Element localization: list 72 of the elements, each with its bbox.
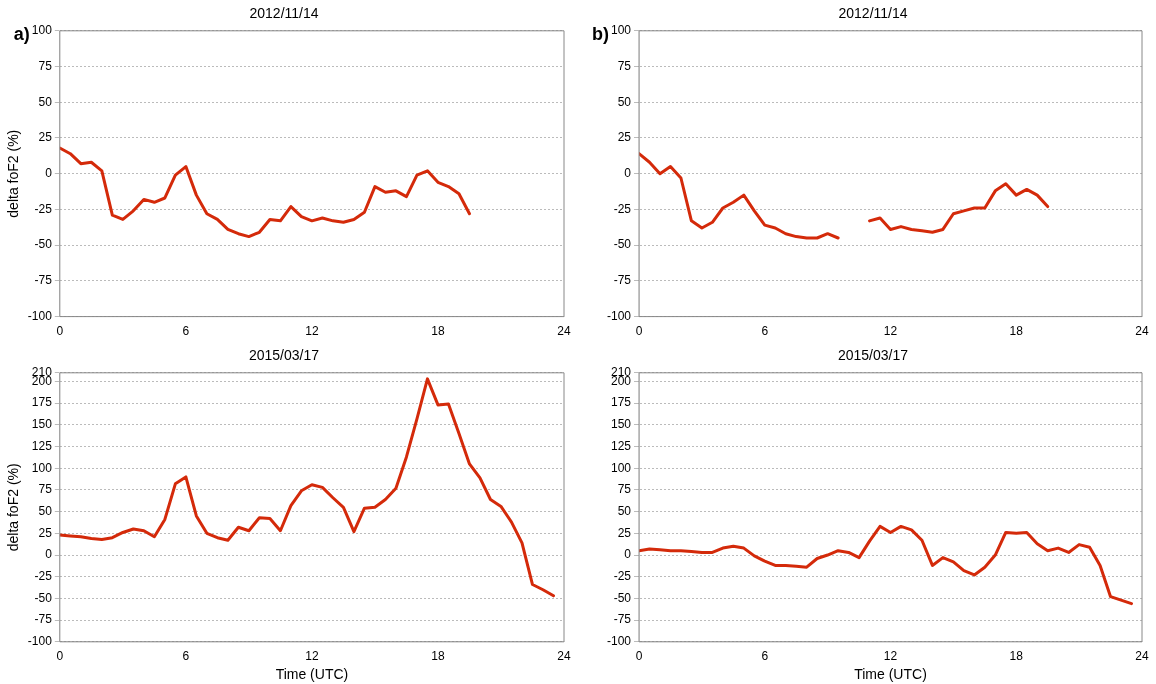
y-tick-label: 25: [38, 130, 53, 145]
y-tick-label: -25: [613, 201, 632, 216]
y-tick-label: -75: [613, 273, 632, 288]
y-tick-label: -25: [613, 569, 632, 584]
x-tick-label: 12: [883, 324, 898, 339]
x-tick-label: 12: [305, 649, 319, 664]
x-tick-label: 6: [761, 324, 769, 339]
x-axis-title: Time (UTC): [854, 666, 927, 683]
x-tick-label: 18: [431, 649, 445, 664]
y-tick-label: 25: [617, 130, 632, 145]
y-tick-label: -25: [34, 569, 53, 584]
y-tick-label: 175: [610, 395, 632, 410]
y-tick-label: 150: [31, 417, 53, 432]
y-tick-label: 125: [31, 438, 53, 453]
y-tick-label: 50: [617, 503, 632, 518]
x-tick-label: 24: [557, 324, 571, 339]
y-tick-label: -50: [613, 590, 632, 605]
x-tick-label: 18: [1009, 324, 1024, 339]
x-tick-label: 24: [1135, 649, 1149, 664]
x-tick-label: 6: [182, 324, 190, 339]
y-axis-title: delta foF2 (%): [5, 129, 22, 218]
x-tick-label: 12: [883, 649, 898, 664]
y-tick-label: 0: [45, 547, 53, 562]
chart-title: 2015/03/17: [837, 347, 909, 364]
y-tick-label: 75: [617, 58, 632, 73]
y-tick-label: 0: [624, 166, 632, 181]
y-tick-label: 25: [617, 525, 632, 540]
y-tick-label: -50: [34, 590, 53, 605]
y-tick-label: 50: [617, 94, 632, 109]
x-tick-label: 18: [1009, 649, 1024, 664]
y-tick-label: 0: [624, 547, 632, 562]
x-tick-label: 24: [557, 649, 571, 664]
y-tick-label: 100: [31, 460, 53, 475]
y-tick-label: 75: [617, 482, 632, 497]
y-tick-label: -50: [613, 237, 632, 252]
y-tick-label: 25: [38, 525, 53, 540]
y-tick-label: -75: [613, 612, 632, 627]
y-tick-label: 175: [31, 395, 53, 410]
text: b): [592, 23, 610, 44]
y-tick-label: 50: [38, 94, 53, 109]
x-tick-label: 0: [56, 649, 64, 664]
y-tick-label: -100: [27, 634, 53, 649]
y-tick-label: 75: [38, 58, 53, 73]
x-tick-label: 18: [431, 324, 445, 339]
y-tick-label: -100: [606, 634, 632, 649]
text: a): [13, 23, 30, 44]
y-tick-label: -100: [606, 308, 632, 323]
y-tick-label: 0: [45, 166, 53, 181]
y-tick-label: 100: [31, 23, 53, 38]
x-tick-label: 0: [56, 324, 64, 339]
x-tick-label: 12: [305, 324, 319, 339]
x-tick-label: 0: [635, 324, 643, 339]
chart-title: 2015/03/17: [248, 347, 320, 364]
y-tick-label: 100: [610, 460, 632, 475]
y-tick-label: -50: [34, 237, 53, 252]
x-tick-label: 6: [761, 649, 769, 664]
y-tick-label: 75: [38, 482, 53, 497]
y-tick-label: -75: [34, 273, 53, 288]
y-tick-label: 150: [610, 417, 632, 432]
y-tick-label: 125: [610, 438, 632, 453]
x-tick-label: 24: [1135, 324, 1149, 339]
y-tick-label: -100: [27, 308, 53, 323]
y-tick-label: -25: [34, 201, 53, 216]
chart-title: 2012/11/14: [838, 5, 908, 22]
y-tick-label: 100: [610, 23, 632, 38]
chart-title: 2012/11/14: [249, 5, 319, 22]
y-axis-title: delta foF2 (%): [5, 463, 22, 552]
x-axis-title: Time (UTC): [275, 666, 349, 683]
x-tick-label: 0: [635, 649, 643, 664]
y-tick-label: 50: [38, 503, 53, 518]
x-tick-label: 6: [182, 649, 190, 664]
y-tick-label: -75: [34, 612, 53, 627]
